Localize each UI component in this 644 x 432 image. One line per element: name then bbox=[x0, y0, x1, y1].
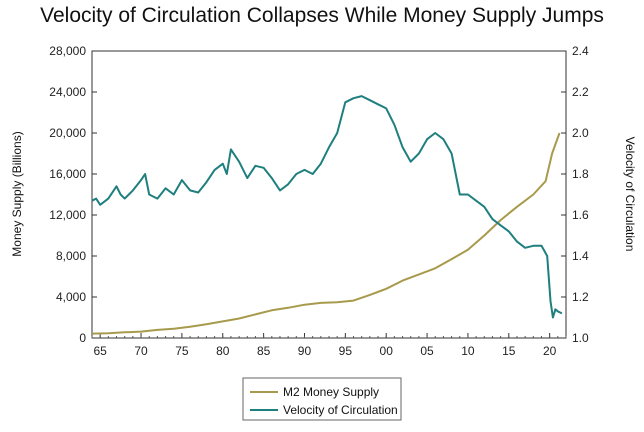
plot-frame bbox=[91, 50, 567, 339]
legend-label-m2: M2 Money Supply bbox=[283, 385, 379, 399]
y-right-tick-label: 2.2 bbox=[572, 85, 589, 99]
y-left-tick-label: 28,000 bbox=[49, 44, 86, 58]
legend: M2 Money Supply Velocity of Circulation bbox=[242, 377, 402, 421]
x-tick-label: 65 bbox=[93, 344, 107, 358]
x-tick-label: 90 bbox=[298, 344, 312, 358]
legend-label-velocity: Velocity of Circulation bbox=[283, 403, 398, 417]
x-tick-label: 00 bbox=[380, 344, 394, 358]
y-left-tick-label: 16,000 bbox=[49, 167, 86, 181]
y-right-tick-label: 1.0 bbox=[572, 331, 589, 345]
x-tick-label: 80 bbox=[216, 344, 230, 358]
y-left-tick-label: 12,000 bbox=[49, 208, 86, 222]
y-right-tick-label: 1.6 bbox=[572, 208, 589, 222]
series-layer bbox=[91, 95, 563, 335]
y-left-tick-label: 4,000 bbox=[56, 290, 86, 304]
x-tick-label: 10 bbox=[461, 344, 475, 358]
x-tick-label: 95 bbox=[339, 344, 353, 358]
legend-box bbox=[242, 377, 402, 421]
x-tick-label: 75 bbox=[175, 344, 189, 358]
y-axis-right-label: Velocity of Circulation bbox=[623, 137, 637, 252]
x-tick-label: 15 bbox=[502, 344, 516, 358]
y-right-tick-label: 2.0 bbox=[572, 126, 589, 140]
x-tick-label: 20 bbox=[543, 344, 557, 358]
series-line-m2-money-supply bbox=[91, 132, 561, 335]
y-right-tick-label: 1.4 bbox=[572, 249, 589, 263]
y-left-tick-label: 24,000 bbox=[49, 85, 86, 99]
y-left-tick-label: 8,000 bbox=[56, 249, 86, 263]
x-tick-label: 70 bbox=[134, 344, 148, 358]
y-right-tick-label: 1.2 bbox=[572, 290, 589, 304]
y-right-tick-label: 2.4 bbox=[572, 44, 589, 58]
ticks-layer: 65 70 75 80 85 90 95 00 05 10 15 20 0 4,000 8,000 12,00… bbox=[49, 44, 589, 358]
y-right-tick-label: 1.8 bbox=[572, 167, 589, 181]
y-axis-left-label: Money Supply (Billions) bbox=[10, 131, 24, 256]
series-line-velocity-of-circulation bbox=[91, 95, 563, 319]
x-tick-label: 05 bbox=[420, 344, 434, 358]
y-left-tick-label: 20,000 bbox=[49, 126, 86, 140]
x-tick-label: 85 bbox=[257, 344, 271, 358]
chart-title: Velocity of Circulation Collapses While … bbox=[40, 4, 604, 27]
y-left-tick-label: 0 bbox=[79, 331, 86, 345]
